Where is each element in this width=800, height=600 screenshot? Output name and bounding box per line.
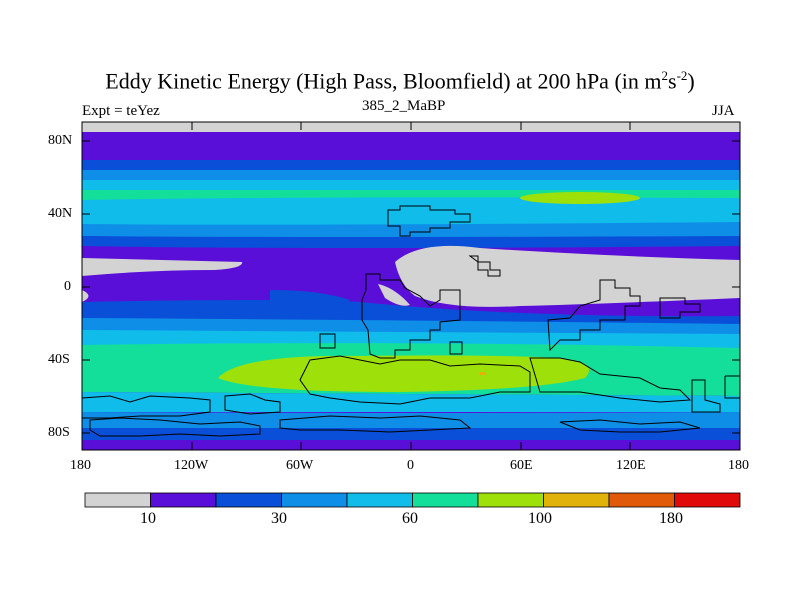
colorbar-box bbox=[346, 492, 413, 508]
lon-tick-label: 60E bbox=[510, 458, 533, 473]
colorbar-label: 100 bbox=[528, 510, 552, 527]
plot-title: Eddy Kinetic Energy (High Pass, Bloomfie… bbox=[105, 68, 695, 94]
colorbar-box bbox=[150, 492, 217, 508]
lat-tick-label: 40N bbox=[48, 206, 73, 221]
lat-tick-label: 40S bbox=[48, 352, 70, 367]
colorbar-label: 10 bbox=[140, 510, 156, 527]
lon-tick-label: 180 bbox=[70, 458, 91, 473]
colorbar-label: 60 bbox=[402, 510, 418, 527]
coastlines bbox=[82, 205, 740, 437]
lat-tick-label: 0 bbox=[64, 279, 71, 294]
contour-fill bbox=[82, 122, 740, 450]
lon-tick-label: 120E bbox=[616, 458, 646, 473]
colorbar-label: 30 bbox=[271, 510, 287, 527]
colorbar-box bbox=[477, 492, 544, 508]
lon-tick-label: 60W bbox=[286, 458, 314, 473]
lon-tick-label: 120W bbox=[174, 458, 209, 473]
colorbar-box bbox=[215, 492, 282, 508]
colorbar-label: 180 bbox=[659, 510, 683, 527]
lon-tick-label: 0 bbox=[407, 458, 414, 473]
lon-tick-label: 180 bbox=[728, 458, 749, 473]
run-label: 385_2_MaBP bbox=[362, 98, 446, 114]
season-label: JJA bbox=[712, 103, 735, 119]
lat-tick-label: 80N bbox=[48, 133, 73, 148]
colorbar-box bbox=[608, 492, 675, 508]
axis-ticks bbox=[81, 122, 741, 450]
colorbar-box bbox=[543, 492, 610, 508]
lat-tick-label: 80S bbox=[48, 425, 70, 440]
colorbar-box bbox=[281, 492, 348, 508]
colorbar-box bbox=[412, 492, 479, 508]
colorbar bbox=[84, 492, 741, 508]
colorbar-box bbox=[84, 492, 151, 508]
experiment-label: Expt = teYez bbox=[82, 103, 160, 119]
colorbar-box bbox=[674, 492, 741, 508]
